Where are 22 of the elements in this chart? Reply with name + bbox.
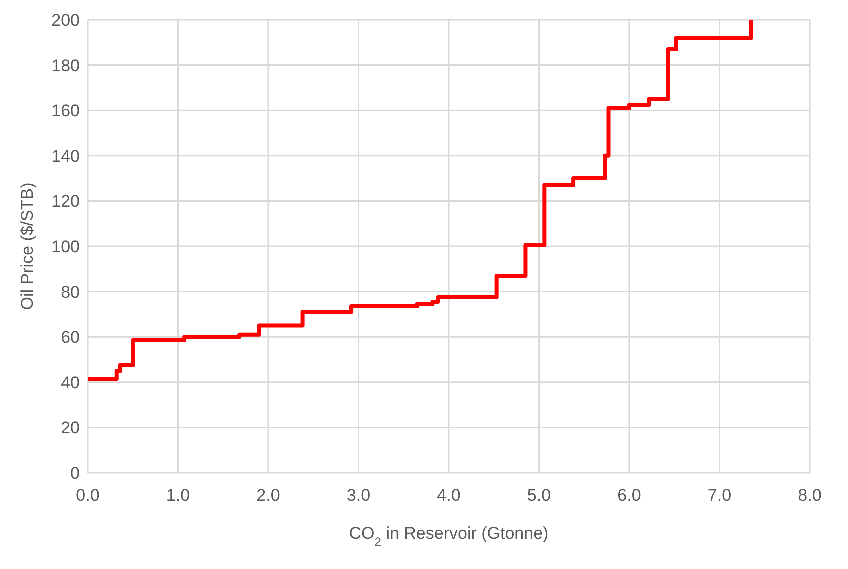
x-tick-label: 8.0: [798, 486, 822, 506]
y-tick-label: 120: [52, 192, 80, 212]
y-tick-label: 200: [52, 11, 80, 30]
x-tick-label: 3.0: [346, 486, 371, 506]
y-tick-label: 100: [52, 238, 80, 257]
y-tick-label: 140: [52, 146, 80, 166]
y-tick-label: 20: [61, 418, 80, 438]
x-tick-label: 4.0: [437, 486, 461, 506]
x-tick-label: 0.0: [76, 486, 100, 506]
x-tick-label: 7.0: [708, 486, 732, 506]
y-tick-label: 80: [61, 282, 80, 302]
x-tick-label: 6.0: [618, 486, 642, 506]
x-axis-title: CO$_{2}$ in Reservoir (Gtonne): [349, 524, 549, 549]
y-tick-label: 160: [52, 102, 80, 121]
y-tick-label: 0: [70, 464, 80, 484]
y-tick-label: 60: [61, 328, 80, 348]
x-tick-label: 5.0: [527, 486, 552, 506]
x-tick-label: 2.0: [256, 486, 280, 506]
y-tick-label: 40: [61, 373, 80, 392]
x-tick-label: 1.0: [166, 486, 190, 506]
y-tick-label: 180: [52, 56, 80, 76]
y-axis-title: Oil Price ($/STB): [18, 182, 37, 310]
